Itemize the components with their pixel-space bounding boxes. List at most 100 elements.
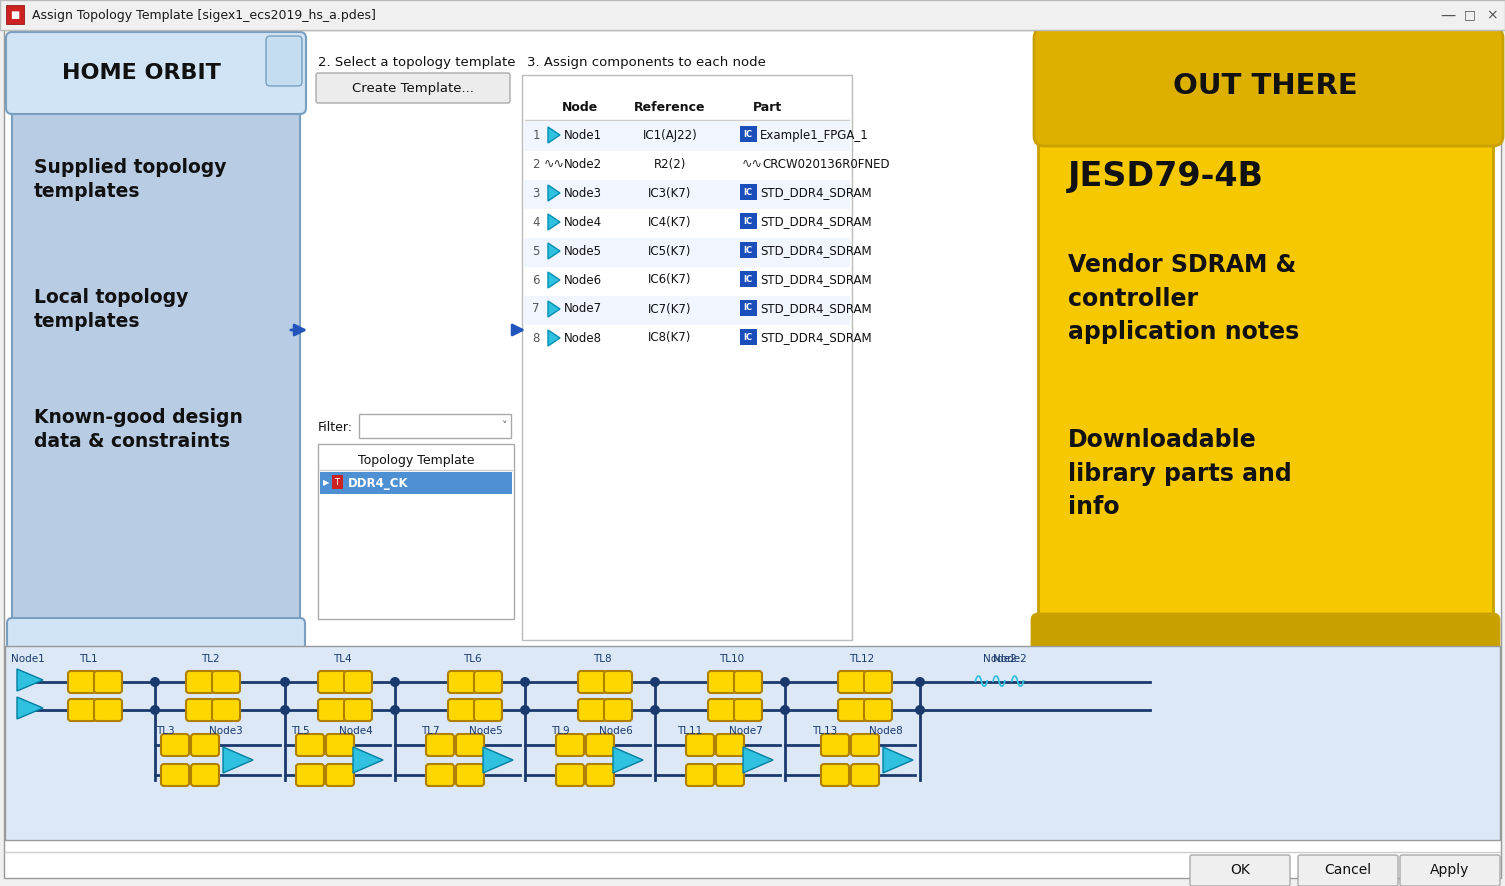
- Text: Node2: Node2: [983, 654, 1017, 664]
- FancyBboxPatch shape: [212, 671, 239, 693]
- Text: TL12: TL12: [849, 654, 874, 664]
- FancyBboxPatch shape: [266, 36, 303, 86]
- Circle shape: [915, 677, 926, 687]
- Text: Node4: Node4: [339, 726, 373, 736]
- Text: 3. Assign components to each node: 3. Assign components to each node: [527, 56, 766, 68]
- FancyBboxPatch shape: [838, 671, 865, 693]
- Circle shape: [650, 677, 661, 687]
- Text: Node7: Node7: [564, 302, 602, 315]
- FancyBboxPatch shape: [822, 764, 849, 786]
- Text: IC3(K7): IC3(K7): [649, 186, 692, 199]
- Polygon shape: [883, 747, 914, 773]
- FancyBboxPatch shape: [850, 764, 879, 786]
- FancyBboxPatch shape: [585, 734, 614, 756]
- Circle shape: [780, 705, 790, 715]
- Text: CRCW020136R0FNED: CRCW020136R0FNED: [762, 158, 889, 170]
- Text: ∿∿: ∿∿: [543, 158, 564, 170]
- FancyBboxPatch shape: [345, 699, 372, 721]
- Text: Apply: Apply: [1430, 863, 1470, 877]
- Text: STD_DDR4_SDRAM: STD_DDR4_SDRAM: [760, 274, 871, 286]
- Text: Node3: Node3: [564, 186, 602, 199]
- FancyBboxPatch shape: [426, 764, 455, 786]
- FancyBboxPatch shape: [316, 73, 510, 103]
- FancyBboxPatch shape: [318, 671, 346, 693]
- Text: TL6: TL6: [462, 654, 482, 664]
- Bar: [740, 126, 757, 142]
- Text: IC7(K7): IC7(K7): [649, 302, 692, 315]
- FancyBboxPatch shape: [456, 734, 485, 756]
- FancyBboxPatch shape: [345, 671, 372, 693]
- Circle shape: [780, 677, 790, 687]
- FancyBboxPatch shape: [93, 699, 122, 721]
- FancyBboxPatch shape: [474, 699, 503, 721]
- Text: 8: 8: [533, 331, 540, 345]
- FancyBboxPatch shape: [1034, 28, 1503, 146]
- Text: TL8: TL8: [593, 654, 611, 664]
- Text: ∿∿∿: ∿∿∿: [972, 672, 1028, 692]
- Text: Downloadable
library parts and
info: Downloadable library parts and info: [1069, 428, 1291, 519]
- Bar: [1038, 110, 1493, 648]
- Text: STD_DDR4_SDRAM: STD_DDR4_SDRAM: [760, 215, 871, 229]
- FancyBboxPatch shape: [585, 764, 614, 786]
- FancyBboxPatch shape: [864, 671, 892, 693]
- Bar: [740, 213, 757, 229]
- FancyBboxPatch shape: [1297, 855, 1398, 886]
- Circle shape: [915, 705, 926, 715]
- Text: TL1: TL1: [78, 654, 98, 664]
- FancyBboxPatch shape: [68, 671, 96, 693]
- Text: Known-good design
data & constraints: Known-good design data & constraints: [35, 408, 242, 451]
- Text: Example1_FPGA_1: Example1_FPGA_1: [760, 128, 868, 142]
- Text: Node7: Node7: [728, 726, 763, 736]
- Text: TL4: TL4: [333, 654, 351, 664]
- Text: Part: Part: [752, 100, 781, 113]
- FancyBboxPatch shape: [296, 734, 324, 756]
- Text: Create Template...: Create Template...: [352, 82, 474, 95]
- Text: 6: 6: [533, 274, 540, 286]
- Circle shape: [521, 705, 530, 715]
- Text: TL11: TL11: [677, 726, 703, 736]
- Polygon shape: [548, 301, 560, 317]
- Text: 2: 2: [533, 158, 540, 170]
- Text: STD_DDR4_SDRAM: STD_DDR4_SDRAM: [760, 331, 871, 345]
- Text: Node3: Node3: [209, 726, 242, 736]
- Circle shape: [280, 677, 290, 687]
- FancyBboxPatch shape: [187, 671, 214, 693]
- Bar: [524, 180, 850, 209]
- Text: Supplied topology
templates: Supplied topology templates: [35, 158, 226, 201]
- Polygon shape: [613, 747, 643, 773]
- Polygon shape: [548, 214, 560, 230]
- Text: Node: Node: [561, 100, 597, 113]
- Polygon shape: [743, 747, 774, 773]
- FancyBboxPatch shape: [191, 734, 220, 756]
- FancyBboxPatch shape: [161, 734, 190, 756]
- Text: DDR4_CK: DDR4_CK: [348, 477, 409, 489]
- Text: ■: ■: [11, 10, 20, 19]
- Text: HOME ORBIT: HOME ORBIT: [62, 63, 220, 83]
- FancyBboxPatch shape: [555, 734, 584, 756]
- Bar: [740, 242, 757, 258]
- Text: OUT THERE: OUT THERE: [1172, 72, 1358, 100]
- FancyBboxPatch shape: [191, 764, 220, 786]
- FancyBboxPatch shape: [734, 671, 762, 693]
- FancyBboxPatch shape: [327, 764, 354, 786]
- Text: IC5(K7): IC5(K7): [649, 245, 692, 258]
- FancyBboxPatch shape: [822, 734, 849, 756]
- Bar: [524, 238, 850, 267]
- Text: IC: IC: [743, 332, 752, 341]
- Text: TL3: TL3: [155, 726, 175, 736]
- Text: STD_DDR4_SDRAM: STD_DDR4_SDRAM: [760, 302, 871, 315]
- FancyBboxPatch shape: [327, 734, 354, 756]
- Text: TL7: TL7: [421, 726, 439, 736]
- Text: Node6: Node6: [599, 726, 634, 736]
- Bar: [1044, 110, 1493, 132]
- Bar: [0, 0, 1505, 30]
- Text: T: T: [334, 478, 340, 486]
- FancyBboxPatch shape: [716, 734, 743, 756]
- Text: Node6: Node6: [564, 274, 602, 286]
- FancyBboxPatch shape: [360, 414, 512, 438]
- Text: TL2: TL2: [200, 654, 220, 664]
- Text: Node5: Node5: [470, 726, 503, 736]
- Text: 3: 3: [533, 186, 540, 199]
- Text: IC: IC: [743, 216, 752, 226]
- Text: Node2: Node2: [564, 158, 602, 170]
